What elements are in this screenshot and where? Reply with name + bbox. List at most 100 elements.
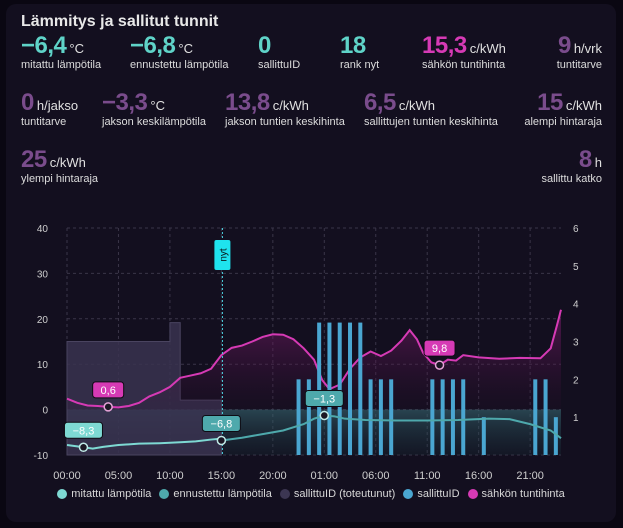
stat-label: tuntitarve bbox=[21, 116, 67, 128]
stat-period-avg-price[interactable]: 13,8 c/kWh jakson tuntien keskihinta bbox=[225, 89, 345, 128]
point-label: −1,3 bbox=[313, 394, 335, 406]
allowed-bar bbox=[389, 379, 394, 455]
allowed-bar bbox=[543, 379, 548, 455]
x-tick-label: 06:00 bbox=[362, 470, 390, 482]
stat-forecast-temp[interactable]: −6,8 °C ennustettu lämpötila bbox=[130, 32, 228, 71]
legend-swatch bbox=[279, 489, 290, 499]
allowed-bar bbox=[358, 322, 363, 455]
legend-swatch bbox=[467, 489, 478, 499]
legend-label: sallittuID (toteutunut) bbox=[293, 488, 396, 500]
allowed-bar bbox=[317, 322, 322, 455]
point-label-box bbox=[201, 414, 241, 432]
stat-value: −6,8 bbox=[130, 32, 176, 59]
stat-unit: c/kWh bbox=[49, 155, 86, 170]
legend-swatch bbox=[159, 489, 170, 499]
legend-item-electricity-price[interactable]: sähkön tuntihinta bbox=[467, 488, 565, 500]
heating-card: Lämmitys ja sallitut tunnit −6,4 °C mitat… bbox=[6, 4, 616, 522]
legend-item-forecast-temp[interactable]: ennustettu lämpötila bbox=[159, 488, 272, 500]
stat-electricity-price[interactable]: 15,3 c/kWh sähkön tuntihinta bbox=[422, 32, 506, 71]
legend-label: mitattu lämpötila bbox=[71, 488, 152, 500]
price-temperature-chart[interactable]: 40 30 20 10 0 -10 6 5 4 3 2 1 00:00 05:00 10:00 15:00 20… bbox=[6, 214, 616, 484]
legend-label: sallittuID bbox=[417, 488, 460, 500]
stat-label: tuntitarve bbox=[556, 59, 602, 71]
y-left-tick: 40 bbox=[37, 224, 49, 235]
stat-label: sallittuID bbox=[258, 59, 301, 71]
point-marker bbox=[319, 410, 330, 421]
allowed-bar bbox=[533, 379, 538, 455]
allowed-bar bbox=[348, 322, 353, 455]
stat-unit: °C bbox=[150, 98, 165, 113]
legend-item-allowed-realized[interactable]: sallittuID (toteutunut) bbox=[279, 488, 396, 500]
stat-allowed-avg-price[interactable]: 6,5 c/kWh sallittujen tuntien keskihinta bbox=[364, 89, 498, 128]
x-tick-label: 15:00 bbox=[208, 470, 236, 482]
legend-label: sähkön tuntihinta bbox=[481, 488, 565, 500]
stat-unit: c/kWh bbox=[272, 98, 309, 113]
stat-value: 13,8 bbox=[225, 89, 270, 116]
allowed-bar bbox=[481, 417, 486, 455]
point-label: 9,8 bbox=[432, 343, 447, 355]
point-label: −8,3 bbox=[73, 425, 95, 437]
stat-rank-now[interactable]: 18 rank nyt bbox=[340, 32, 379, 71]
stat-label: sallittujen tuntien keskihinta bbox=[364, 116, 498, 128]
stat-label: sähkön tuntihinta bbox=[422, 59, 506, 71]
now-label: nyt bbox=[218, 248, 229, 262]
allowed-bar bbox=[337, 322, 342, 455]
point-marker bbox=[103, 402, 113, 412]
y-right-tick: 2 bbox=[573, 375, 579, 386]
legend-item-measured-temp[interactable]: mitattu lämpötila bbox=[57, 488, 151, 500]
point-label: −6,8 bbox=[211, 418, 233, 430]
stat-allowed-id[interactable]: 0 sallittuID bbox=[258, 32, 300, 71]
allowed-bar bbox=[306, 379, 311, 455]
stat-value: 9 bbox=[557, 32, 571, 59]
x-tick-label: 05:00 bbox=[105, 470, 133, 482]
point-label-box bbox=[304, 390, 344, 408]
stat-label: alempi hintaraja bbox=[524, 116, 602, 128]
allowed-bar bbox=[450, 379, 455, 455]
point-marker bbox=[434, 360, 445, 370]
stat-value: 6,5 bbox=[364, 89, 396, 116]
legend-label: ennustettu lämpötila bbox=[173, 488, 272, 500]
stat-hour-need-period[interactable]: 0 h/jakso tuntitarve bbox=[21, 89, 78, 128]
allowed-bar bbox=[368, 379, 373, 455]
stat-label: jakson tuntien keskihinta bbox=[225, 116, 345, 128]
stat-hour-need-day[interactable]: 9 h/vrk tuntitarve bbox=[557, 32, 602, 71]
point-marker bbox=[216, 435, 227, 446]
stat-value: 18 bbox=[340, 32, 366, 59]
y-right-tick: 3 bbox=[573, 338, 579, 349]
chart-legend: mitattu lämpötila ennustettu lämpötila s… bbox=[6, 488, 616, 500]
x-tick-label: 10:00 bbox=[156, 470, 184, 482]
point-marker bbox=[78, 442, 89, 453]
y-left-tick: 10 bbox=[37, 360, 49, 371]
stat-unit: c/kWh bbox=[398, 98, 435, 113]
stat-unit: h/jakso bbox=[36, 98, 79, 113]
point-label: 0,6 bbox=[101, 385, 116, 397]
allowed-bar bbox=[378, 379, 383, 455]
stat-upper-price-limit[interactable]: 25 c/kWh ylempi hintaraja bbox=[21, 146, 98, 185]
y-left-tick: 30 bbox=[37, 269, 49, 280]
allowed-bar bbox=[461, 379, 466, 455]
card-title: Lämmitys ja sallitut tunnit bbox=[21, 13, 219, 30]
y-right-tick: 4 bbox=[573, 300, 579, 311]
y-left-tick: 0 bbox=[42, 406, 48, 417]
stat-label: mitattu lämpötila bbox=[21, 59, 102, 71]
x-tick-label: 01:00 bbox=[311, 470, 339, 482]
now-label-box bbox=[214, 240, 231, 270]
point-label-box bbox=[423, 339, 456, 357]
stat-period-avg-temp[interactable]: −3,3 °C jakson keskilämpötila bbox=[102, 89, 206, 128]
x-tick-label: 16:00 bbox=[465, 470, 493, 482]
allowed-bar bbox=[440, 379, 445, 455]
stat-lower-price-limit[interactable]: 15 c/kWh alempi hintaraja bbox=[524, 89, 602, 128]
y-right-tick: 1 bbox=[573, 413, 579, 424]
y-right-tick: 5 bbox=[573, 262, 579, 273]
legend-item-allowed-id[interactable]: sallittuID bbox=[403, 488, 460, 500]
allowed-bar bbox=[430, 379, 435, 455]
allowed-bar bbox=[327, 322, 332, 455]
point-label-box bbox=[92, 381, 125, 399]
stat-value: 0 bbox=[258, 32, 271, 59]
stat-value: 0 bbox=[21, 89, 34, 116]
x-tick-label: 11:00 bbox=[414, 470, 441, 482]
stat-measured-temp[interactable]: −6,4 °C mitattu lämpötila bbox=[21, 32, 101, 71]
stat-unit: °C bbox=[178, 41, 193, 56]
stat-label: ylempi hintaraja bbox=[21, 173, 99, 185]
